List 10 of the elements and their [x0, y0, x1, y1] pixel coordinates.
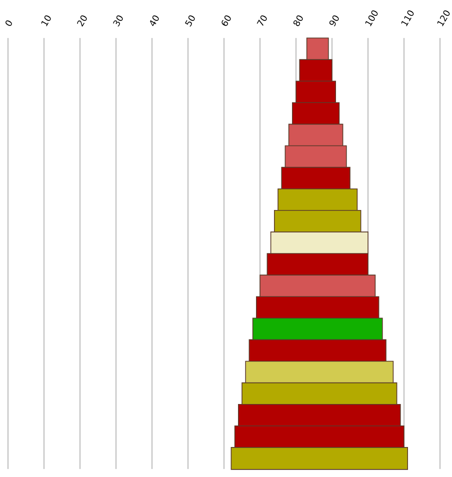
x-tick-label: 0	[4, 18, 16, 29]
x-tick-label: 30	[112, 14, 127, 29]
x-tick-label: 80	[292, 14, 307, 29]
x-tick-label: 90	[328, 14, 343, 29]
x-tick-label: 20	[76, 14, 91, 29]
x-tick-label: 70	[256, 14, 271, 29]
x-tick-label: 50	[184, 14, 199, 29]
x-tick-label: 10	[40, 14, 55, 29]
x-tick-label: 40	[148, 14, 163, 29]
x-tick-label: 60	[220, 14, 235, 29]
